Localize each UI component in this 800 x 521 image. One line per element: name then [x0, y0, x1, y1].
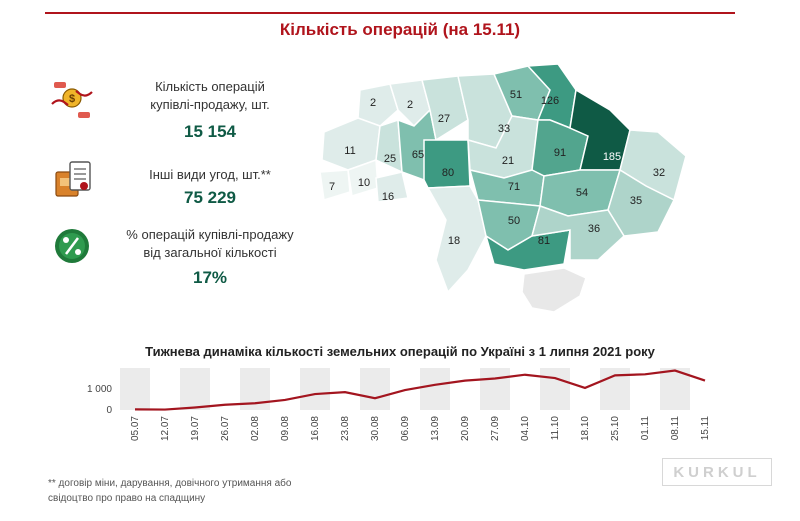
stat-sales: $ Кількість операцій купівлі-продажу, шт…	[50, 78, 310, 148]
region-chernivtsi	[375, 171, 409, 203]
x-tick-label: 08.11	[670, 416, 681, 441]
region-kherson	[484, 229, 571, 271]
label-khmelnytskyi: 65	[412, 149, 424, 161]
x-tick-label: 19.07	[190, 416, 201, 441]
chart-band	[360, 368, 390, 410]
stat-other: Інші види угод, шт.** 75 229	[50, 158, 310, 208]
label-luhansk: 32	[653, 167, 665, 179]
x-tick-label: 06.09	[400, 416, 411, 441]
region-crimea	[521, 267, 587, 313]
chart-band	[180, 368, 210, 410]
label-lviv: 11	[344, 145, 355, 157]
region-vinnytsia	[423, 139, 471, 189]
label-kherson: 81	[538, 235, 550, 247]
kurkul-logo: KURKUL	[662, 458, 772, 486]
region-zaporizhzhia	[530, 205, 625, 261]
y-tick-label: 0	[106, 405, 112, 416]
chart-band	[540, 368, 570, 410]
x-tick-label: 05.07	[130, 416, 141, 441]
x-tick-label: 18.10	[580, 416, 591, 441]
region-zakarpattia	[319, 169, 351, 201]
x-tick-label: 11.10	[550, 416, 561, 441]
chart-title: Тижнева динаміка кількості земельних опе…	[145, 344, 655, 359]
footnote: ** договір міни, дарування, довічного ут…	[48, 476, 378, 506]
region-volyn	[357, 83, 399, 127]
y-tick-label: 1 000	[87, 384, 112, 395]
label-kharkiv: 185	[603, 151, 621, 163]
ukraine-map: 2 2 27 51 126 11 25 65 80 33 91 185 32 7…	[319, 63, 687, 313]
region-labels: 2 2 27 51 126 11 25 65 80 33 91 185 32 7…	[329, 89, 665, 247]
map-regions	[319, 63, 687, 313]
x-tick-label: 09.08	[280, 416, 291, 441]
x-tick-label: 30.08	[370, 416, 381, 441]
label-poltava: 91	[554, 147, 566, 159]
stat-sales-label-2: купівлі-продажу, шт.	[150, 97, 270, 112]
region-zhytomyr	[421, 75, 469, 142]
x-tick-label: 15.11	[700, 416, 711, 441]
label-chernivtsi: 16	[382, 191, 394, 203]
label-sumy: 126	[541, 95, 559, 107]
weekly-line-chart: 0 1 000 05.07 12.07 19.07 26.07 02.08 09.08 16.…	[87, 368, 711, 441]
footnote-line-2: свідоцтво про право на спадщину	[48, 493, 206, 504]
label-kirovohrad: 71	[508, 181, 520, 193]
series-line	[134, 369, 706, 411]
svg-text:$: $	[69, 93, 75, 105]
x-tick-label: 16.08	[310, 416, 321, 441]
x-tick-label: 02.08	[250, 416, 261, 441]
x-tick-label: 23.08	[340, 416, 351, 441]
x-tick-label: 12.07	[160, 416, 171, 441]
chart-band	[300, 368, 330, 410]
label-vinnytsia: 80	[442, 167, 454, 179]
label-mykolaiv: 50	[508, 215, 520, 227]
chart-band	[480, 368, 510, 410]
x-tick-label: 26.07	[220, 416, 231, 441]
label-donetsk: 35	[630, 195, 642, 207]
stat-other-value: 75 229	[184, 188, 236, 207]
label-rivne: 2	[407, 99, 413, 111]
label-zakarpattia: 7	[329, 181, 335, 193]
label-ivano-frankivsk: 10	[358, 177, 370, 189]
x-tick-label: 27.09	[490, 416, 501, 441]
label-zaporizhzhia: 36	[588, 223, 600, 235]
chart-band	[420, 368, 450, 410]
stat-other-label: Інші види угод, шт.**	[149, 167, 271, 182]
stat-percent-label-2: від загальної кількості	[143, 245, 277, 260]
label-volyn: 2	[370, 97, 376, 109]
x-tick-label: 01.11	[640, 416, 651, 441]
footnote-line-1: ** договір міни, дарування, довічного ут…	[48, 478, 292, 489]
label-kyiv: 33	[498, 123, 510, 135]
money-exchange-icon: $	[51, 82, 93, 118]
stat-sales-label-1: Кількість операцій	[155, 79, 265, 94]
top-rule	[45, 12, 735, 14]
stat-percent: % операцій купівлі-продажу від загальної…	[50, 226, 310, 290]
page-title: Кількість операцій (на 15.11)	[279, 20, 521, 39]
label-dnipro: 54	[576, 187, 588, 199]
percent-badge-icon	[55, 229, 89, 263]
x-tick-label: 13.09	[430, 416, 441, 441]
label-cherkasy: 21	[502, 155, 514, 167]
label-ternopil: 25	[384, 153, 396, 165]
stat-percent-value: 17%	[192, 268, 228, 287]
documents-icon	[55, 161, 91, 197]
label-zhytomyr: 27	[438, 113, 450, 125]
x-tick-label: 20.09	[460, 416, 471, 441]
region-odesa	[426, 185, 487, 294]
x-tick-label: 25.10	[610, 416, 621, 441]
stat-percent-label-1: % операцій купівлі-продажу	[126, 227, 294, 242]
watermark-text: KURKUL	[673, 464, 760, 481]
label-chernihiv: 51	[510, 89, 522, 101]
x-tick-label: 04.10	[520, 416, 531, 441]
chart-x-axis: 05.07 12.07 19.07 26.07 02.08 09.08 16.08 23.08…	[130, 416, 711, 441]
label-odesa: 18	[448, 235, 460, 247]
chart-y-axis: 0 1 000	[87, 384, 112, 416]
chart-band	[120, 368, 150, 410]
stat-sales-value: 15 154	[184, 122, 236, 141]
